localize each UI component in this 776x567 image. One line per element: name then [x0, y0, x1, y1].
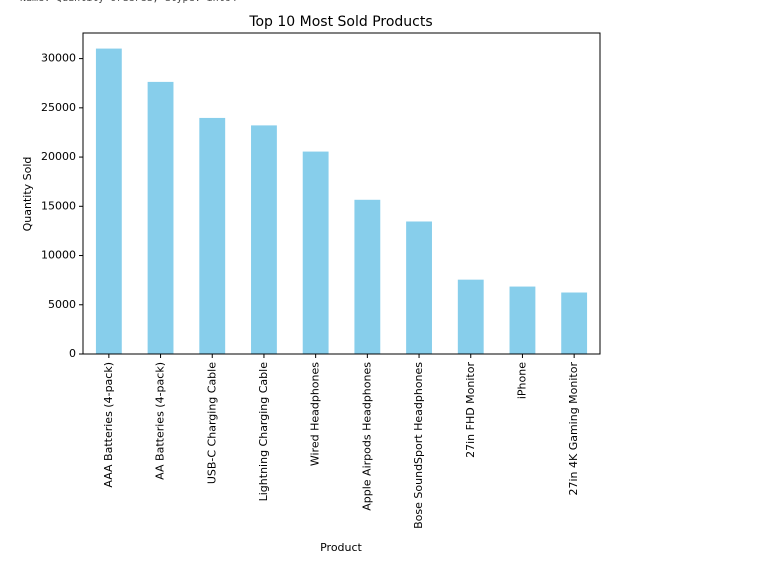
x-axis-label: Product [320, 541, 362, 554]
x-tick-label: AAA Batteries (4-pack) [102, 362, 115, 488]
bar [147, 81, 174, 355]
y-tick-label: 20000 [41, 150, 76, 163]
y-tick-label: 25000 [41, 101, 76, 114]
x-tick-label: 27in FHD Monitor [464, 362, 477, 458]
bar [509, 286, 536, 354]
x-tick-label: AA Batteries (4-pack) [154, 362, 167, 480]
x-tick-label: Bose SoundSport Headphones [412, 362, 425, 529]
plot-frame [82, 32, 601, 355]
x-tick-label: Wired Headphones [309, 362, 322, 466]
bar [457, 279, 484, 354]
y-axis-label: Quantity Sold [21, 157, 34, 232]
bar [95, 48, 122, 354]
bar [354, 199, 381, 354]
x-tick-label: Lightning Charging Cable [257, 362, 270, 502]
y-tick-label: 30000 [41, 52, 76, 65]
x-tick-label: Apple Airpods Headphones [360, 362, 373, 511]
bar [406, 221, 432, 354]
bar [199, 117, 226, 354]
bar [251, 125, 277, 354]
y-tick-label: 10000 [41, 249, 76, 262]
bar [561, 292, 588, 354]
y-tick-label: 15000 [41, 199, 76, 212]
y-tick-label: 5000 [48, 298, 76, 311]
header-text: Name: Quantity Ordered, dtype: int64 [20, 0, 237, 4]
chart-title: Top 10 Most Sold Products [248, 14, 432, 30]
y-tick-label: 0 [69, 347, 76, 360]
x-tick-label: USB-C Charging Cable [205, 362, 218, 484]
x-tick-label: 27in 4K Gaming Monitor [567, 362, 580, 496]
x-tick-label: iPhone [515, 362, 528, 399]
bar [302, 151, 329, 354]
